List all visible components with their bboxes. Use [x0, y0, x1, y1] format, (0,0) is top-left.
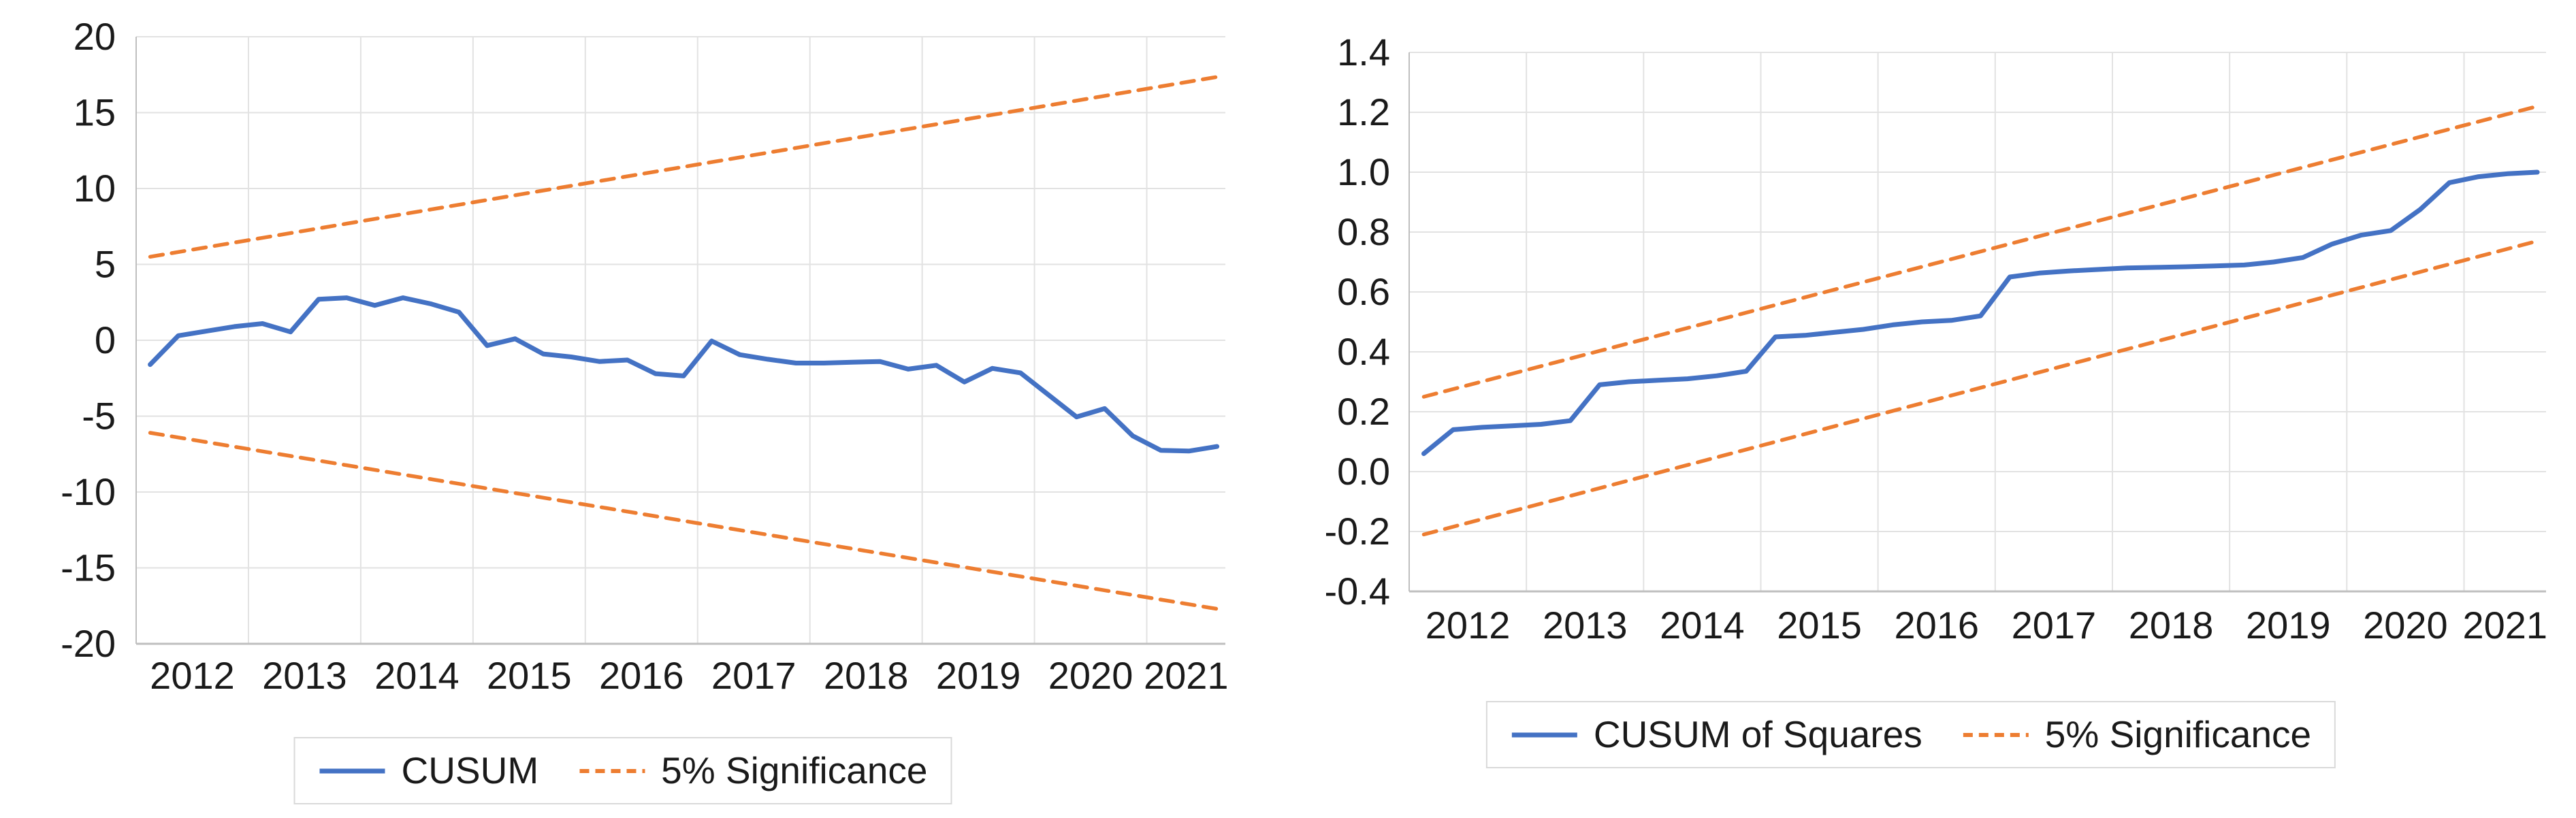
x-axis-tick-label: 2016 [599, 654, 684, 697]
y-axis-tick-label: 0.0 [1337, 450, 1390, 493]
significance-line [1421, 239, 2539, 537]
legend-item-cusum-of-squares: CUSUM of Squares [1511, 716, 1922, 753]
y-axis-tick-label: -20 [61, 622, 116, 665]
cusum-of-squares-line-swatch-icon [1511, 732, 1577, 737]
significance-line [1421, 104, 2539, 399]
x-axis-tick-label: 2018 [2129, 604, 2214, 647]
x-axis-tick-label: 2017 [2012, 604, 2097, 647]
cusum-of-squares-plot-svg: 1.4 1.2 1.0 0.8 0.6 0.4 0.2 0.0 -0.2 -0.4 2012 2013… [1325, 31, 2548, 647]
x-axis-tick-label: 2014 [374, 654, 460, 697]
x-axis-tick-label: 2012 [150, 654, 235, 697]
y-axis-tick-label: -15 [61, 546, 116, 589]
cusum-of-squares-legend: CUSUM of Squares 5% Significance [1485, 701, 2336, 768]
y-axis-tick-label: 0.2 [1337, 390, 1390, 433]
y-axis-tick-label: 20 [74, 15, 116, 58]
x-axis-tick-label: 2012 [1426, 604, 1511, 647]
legend-label-significance-sq: 5% Significance [2044, 713, 2312, 755]
y-axis-tick-label: -5 [82, 395, 116, 438]
legend-label-cusum: CUSUM [401, 749, 539, 791]
y-axis-tick-label: 10 [74, 167, 116, 210]
significance-dashed-line-swatch-icon [579, 768, 645, 773]
legend-item-cusum: CUSUM [318, 752, 538, 789]
y-axis-tick-label: -0.4 [1325, 570, 1391, 612]
x-axis-tick-label: 2018 [824, 654, 909, 697]
x-axis-tick-label: 2020 [1048, 654, 1133, 697]
y-axis-tick-label: 1.4 [1337, 31, 1390, 73]
significance-line [148, 431, 1219, 611]
x-axis-tick-label: 2020 [2363, 604, 2448, 647]
legend-item-significance: 5% Significance [578, 749, 928, 791]
x-axis-tick-label: 2019 [936, 654, 1021, 697]
legend-label-cusum-of-squares: CUSUM of Squares [1593, 713, 1922, 755]
x-axis-tick-label: 2017 [711, 654, 796, 697]
significance-line [148, 75, 1219, 259]
x-axis-tick-label: 2013 [262, 654, 347, 697]
series-line [1421, 169, 2540, 457]
y-axis-tick-label: 5 [95, 243, 116, 286]
y-axis-tick-label: 1.2 [1337, 91, 1390, 133]
cusum-line-swatch-icon [319, 768, 385, 773]
x-axis-tick-label: 2021 [2462, 604, 2547, 647]
y-axis-tick-label: 15 [74, 91, 116, 134]
y-axis-tick-label: 0.6 [1337, 270, 1390, 313]
significance-dashed-line-swatch-icon [1963, 732, 2029, 737]
y-axis-tick-label: 0 [95, 318, 116, 361]
x-axis-tick-label: 2014 [1660, 604, 1745, 647]
y-axis-tick-label: -0.2 [1325, 510, 1391, 553]
cusum-of-squares-chart: 1.4 1.2 1.0 0.8 0.6 0.4 0.2 0.0 -0.2 -0.4 2012 2013… [1246, 0, 2576, 818]
x-axis-tick-label: 2021 [1144, 654, 1229, 697]
y-axis-tick-label: 0.4 [1337, 330, 1390, 373]
x-axis-tick-label: 2013 [1543, 604, 1628, 647]
legend-label-significance: 5% Significance [661, 749, 928, 791]
cusum-chart: 20 15 10 5 0 -5 -10 -15 -20 2012 2013 2014 2015 2016 2… [0, 0, 1246, 818]
y-axis-tick-label: 1.0 [1337, 150, 1390, 193]
cusum-legend: CUSUM 5% Significance [293, 737, 952, 804]
series-line [148, 295, 1220, 454]
x-axis-tick-label: 2016 [1894, 604, 1979, 647]
x-axis-tick-label: 2019 [2246, 604, 2331, 647]
y-axis-tick-label: -10 [61, 470, 116, 513]
legend-item-significance-sq: 5% Significance [1962, 716, 2311, 753]
x-axis-tick-label: 2015 [487, 654, 572, 697]
y-axis-tick-label: 0.8 [1337, 210, 1390, 253]
x-axis-tick-label: 2015 [1777, 604, 1862, 647]
